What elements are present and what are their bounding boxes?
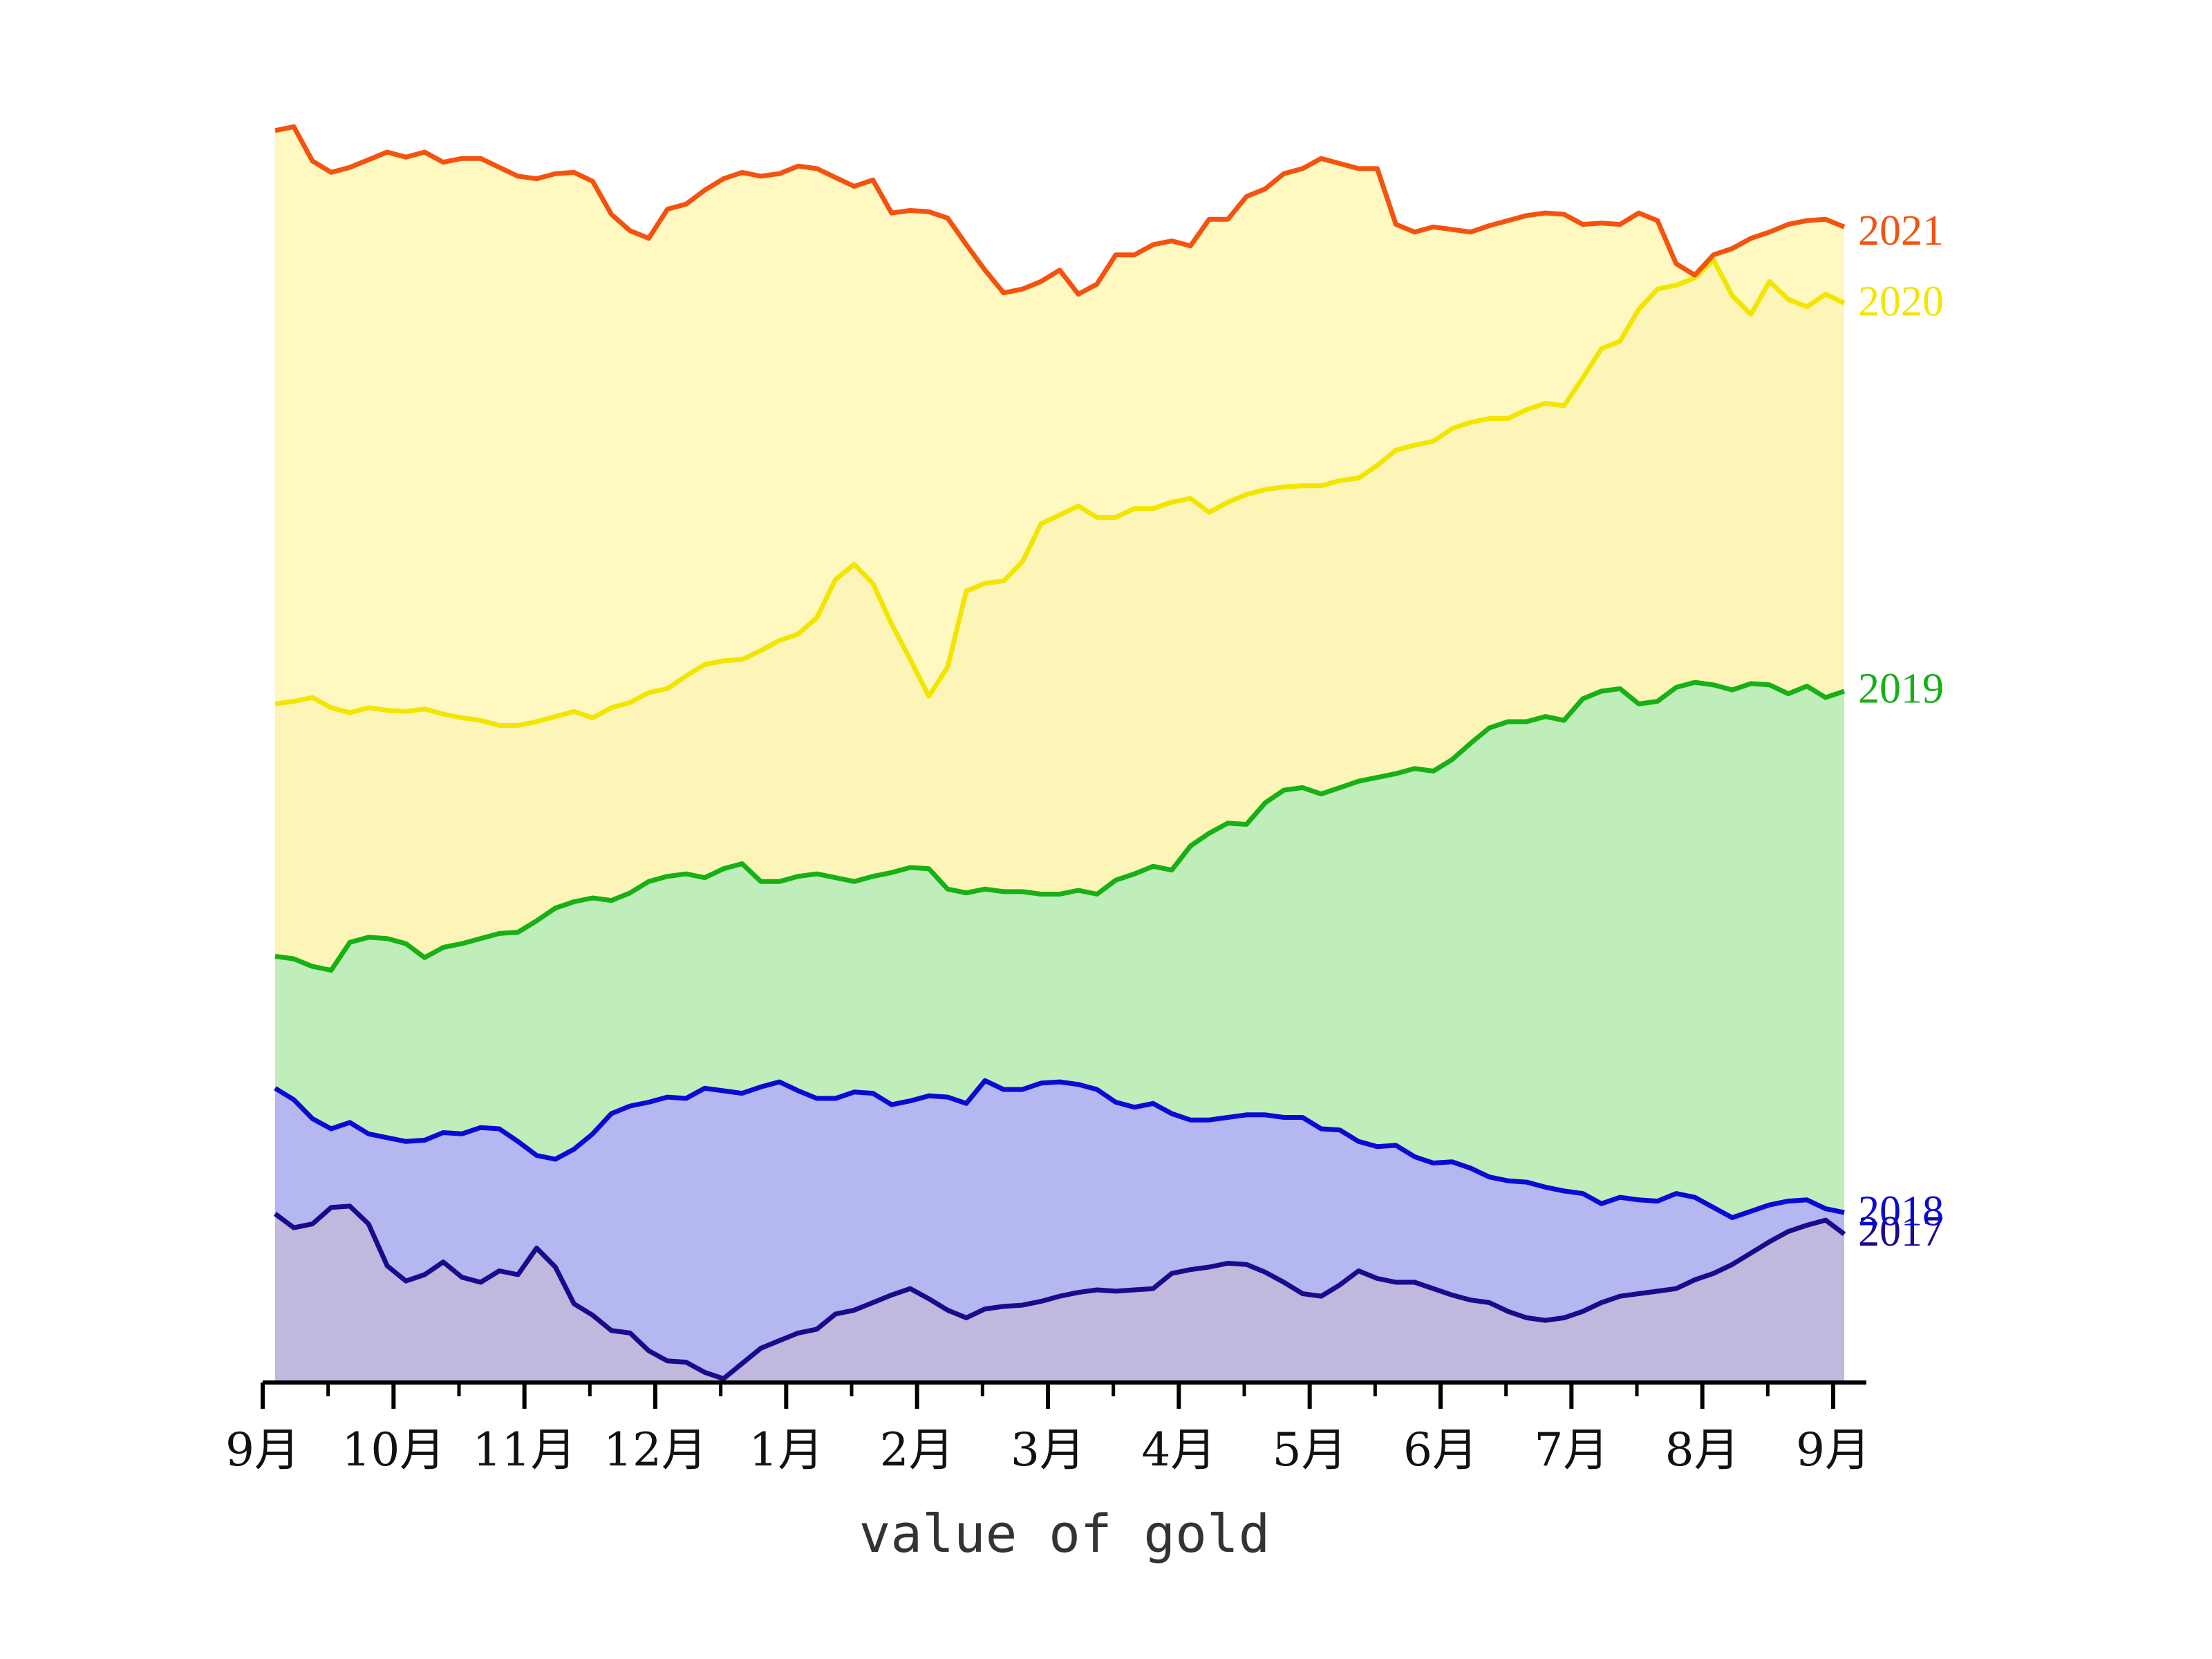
x-tick-label: 1月 <box>749 1423 823 1477</box>
x-tick-label: 9月 <box>225 1423 300 1477</box>
series-label-2019: 2019 <box>1858 665 1944 712</box>
series-label-2020: 2020 <box>1858 279 1944 326</box>
series-line-2020 <box>274 257 1846 728</box>
lines-layer <box>273 124 1846 1381</box>
x-tick-label: 5月 <box>1273 1423 1347 1477</box>
areas-layer <box>275 126 1844 1382</box>
x-tick-label: 3月 <box>1011 1423 1085 1477</box>
x-tick-label: 4月 <box>1141 1423 1216 1477</box>
x-tick-label: 8月 <box>1665 1423 1740 1477</box>
series-label-2021: 2021 <box>1858 207 1944 254</box>
x-tick-label: 2月 <box>880 1423 955 1477</box>
x-tick-label: 12月 <box>603 1423 707 1477</box>
x-tick-label: 9月 <box>1796 1423 1871 1477</box>
x-axis-title: value of gold <box>859 1503 1271 1564</box>
x-tick-label: 7月 <box>1534 1423 1609 1477</box>
series-line-2018 <box>274 1078 1845 1220</box>
area-2017 <box>275 1206 1844 1382</box>
series-line-2019 <box>274 679 1846 973</box>
series-label-2018: 2018 <box>1858 1188 1944 1235</box>
x-axis: 9月 10月 11月 12月 1月 2月 3月 4月 5月 6月 7月 8月 9月 <box>225 1380 1871 1477</box>
series-line-2017 <box>273 1203 1846 1381</box>
x-tick-label: 10月 <box>341 1423 445 1477</box>
series-line-2021 <box>274 124 1846 297</box>
x-tick-label: 11月 <box>473 1423 577 1477</box>
x-tick-label: 6月 <box>1403 1423 1478 1477</box>
series-label-2017: 2017 <box>1858 1208 1944 1255</box>
